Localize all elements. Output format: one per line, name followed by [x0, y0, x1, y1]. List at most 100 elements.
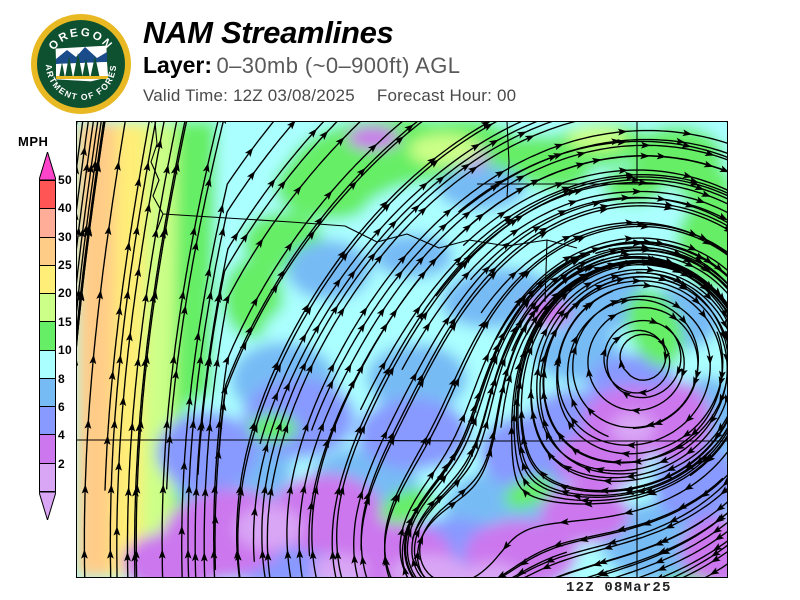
- streamline-arrowhead: [519, 349, 526, 360]
- page-title: NAM Streamlines: [143, 15, 394, 50]
- streamline: [133, 122, 186, 577]
- colorbar-tick-6: 6: [58, 399, 65, 414]
- streamline-arrowhead: [134, 267, 142, 278]
- streamline-arrowhead: [703, 291, 713, 301]
- streamline-arrowhead: [81, 549, 88, 559]
- streamline-arrowhead: [717, 212, 727, 221]
- streamline-arrowhead: [502, 214, 513, 223]
- streamline-arrowhead: [560, 489, 571, 497]
- colorbar-band-2: [40, 463, 55, 491]
- streamline-arrowhead: [541, 562, 552, 570]
- streamline-arrowhead: [561, 235, 572, 243]
- streamline-arrowhead: [567, 200, 578, 207]
- streamline-arrowhead: [372, 227, 382, 237]
- streamline: [660, 540, 727, 577]
- streamline-arrowhead: [583, 500, 593, 508]
- streamline-arrowhead: [508, 425, 515, 436]
- colorbar-tick-40: 40: [58, 201, 72, 216]
- streamline-arrowhead: [386, 366, 395, 377]
- streamline-arrowhead: [277, 180, 286, 190]
- streamline: [495, 242, 727, 341]
- streamline-arrowhead: [367, 252, 376, 262]
- streamline-arrowhead: [284, 549, 292, 560]
- streamline-arrowhead: [540, 327, 548, 338]
- streamline-arrowhead: [701, 237, 712, 246]
- streamline-arrowhead: [666, 464, 677, 472]
- streamline-arrowhead: [463, 254, 473, 264]
- streamline-arrowhead: [571, 301, 582, 310]
- streamline-arrowhead: [644, 487, 655, 494]
- streamline-arrowhead: [698, 309, 707, 319]
- streamline-arrowhead: [481, 265, 491, 275]
- streamline-arrowhead: [189, 226, 197, 237]
- streamline-arrowhead: [642, 281, 653, 289]
- streamline: [536, 272, 727, 475]
- colorbar-body: [39, 152, 56, 520]
- streamline-arrowhead: [149, 293, 157, 303]
- streamline-arrowhead: [535, 279, 545, 289]
- streamline-arrowhead: [645, 265, 656, 273]
- streamline-arrowhead: [77, 291, 85, 302]
- streamline-arrowhead: [305, 363, 313, 374]
- streamline-arrowhead: [700, 489, 711, 498]
- streamline-arrowhead: [559, 292, 569, 302]
- streamline-arrowhead: [682, 171, 693, 179]
- streamline-arrowhead: [424, 435, 432, 446]
- speed-patch: [287, 240, 371, 300]
- streamline-arrowhead: [141, 357, 148, 368]
- streamline-arrowhead: [612, 459, 622, 466]
- streamline-arrowhead: [86, 163, 94, 174]
- streamline-map[interactable]: [76, 121, 728, 578]
- colorbar-band-25: [40, 265, 55, 295]
- streamline-arrowhead: [533, 366, 541, 377]
- streamline-arrowhead: [541, 304, 551, 314]
- speed-patch: [123, 532, 223, 577]
- map-timestamp: 12Z 08Mar25: [566, 580, 672, 596]
- colorbar-tick-20: 20: [58, 286, 72, 301]
- streamline-arrowhead: [467, 166, 478, 175]
- streamline-arrowhead: [459, 260, 469, 270]
- streamline: [530, 271, 727, 479]
- streamline-arrowhead: [658, 456, 669, 463]
- streamline-arrowhead: [513, 297, 523, 307]
- streamline-arrowhead: [354, 424, 362, 435]
- streamline-arrowhead: [720, 318, 727, 329]
- streamline-arrowhead: [570, 335, 579, 345]
- streamline-arrowhead: [586, 367, 593, 378]
- streamline-arrowhead: [448, 321, 457, 332]
- streamline-arrowhead: [251, 423, 258, 434]
- streamline-arrowhead: [703, 160, 714, 168]
- streamline-arrowhead: [77, 164, 80, 175]
- streamline-arrowhead: [410, 204, 420, 214]
- streamline-arrowhead: [642, 259, 653, 267]
- streamline-arrowhead: [264, 551, 272, 561]
- streamline-arrowhead: [80, 146, 87, 157]
- streamline-arrowhead: [107, 484, 115, 494]
- streamline-arrowhead: [283, 381, 290, 392]
- colorbar-top-cap: [39, 152, 56, 180]
- streamline-arrowhead: [520, 297, 530, 307]
- streamline-arrowhead: [664, 521, 675, 529]
- streamline-arrowhead: [691, 295, 701, 305]
- streamline-arrowhead: [327, 362, 335, 373]
- streamline: [401, 190, 727, 370]
- streamline-arrowhead: [539, 354, 546, 365]
- streamline-arrowhead: [308, 128, 318, 138]
- streamline-arrowhead: [178, 290, 186, 301]
- streamline-arrowhead: [559, 518, 569, 526]
- streamline: [166, 122, 224, 490]
- streamline-arrowhead: [204, 177, 212, 188]
- streamline-arrowhead: [165, 434, 173, 444]
- streamline-arrowhead: [143, 161, 151, 172]
- streamline: [517, 255, 727, 497]
- streamline: [237, 122, 498, 577]
- streamline-arrowhead: [521, 299, 531, 309]
- streamline-arrowhead: [485, 447, 493, 458]
- streamline-arrowhead: [180, 305, 188, 315]
- streamline-arrowhead: [678, 314, 687, 325]
- streamline-arrowhead: [693, 376, 700, 387]
- streamline-arrowhead: [640, 243, 650, 251]
- streamline: [77, 122, 89, 211]
- colorbar-tick-8: 8: [58, 371, 65, 386]
